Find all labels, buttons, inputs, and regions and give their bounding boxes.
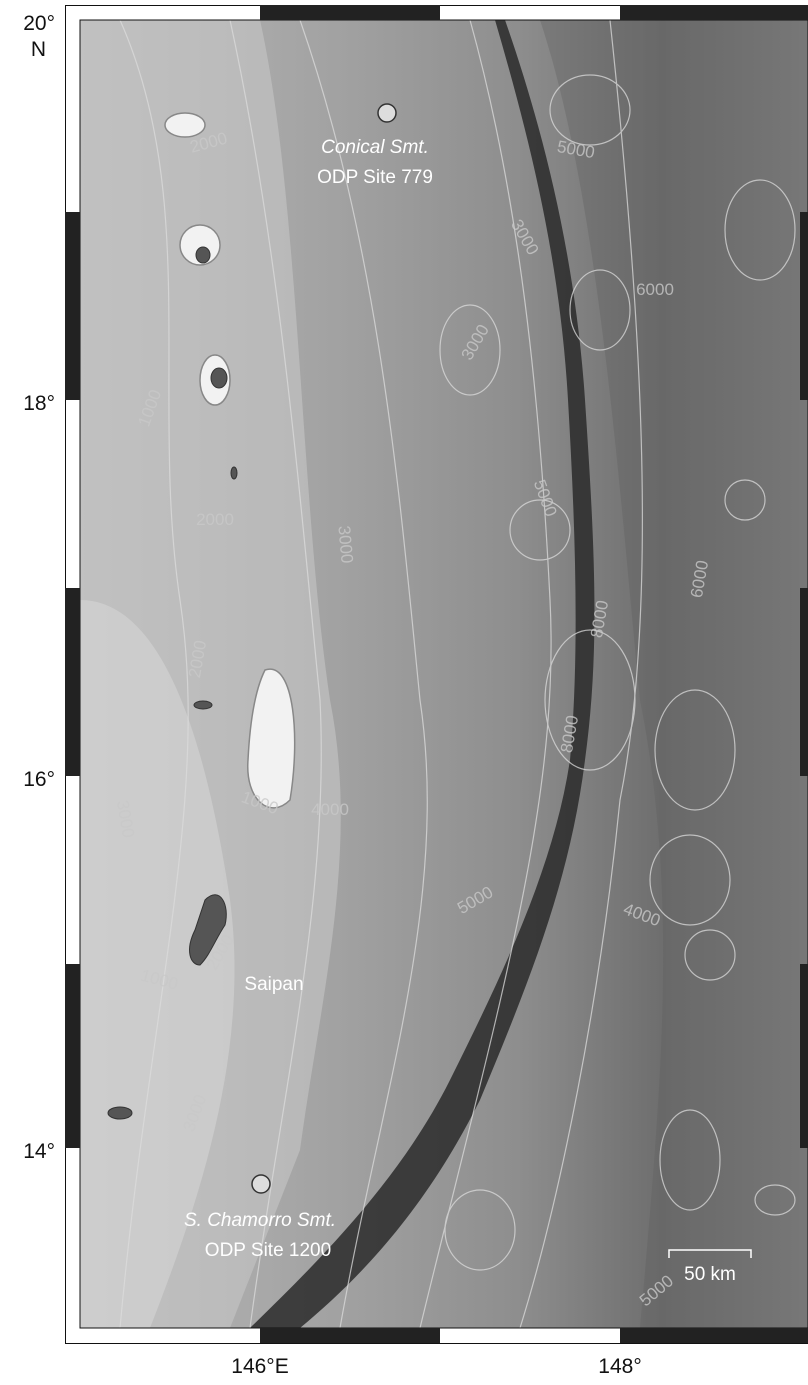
site-label: ODP Site 1200 (205, 1240, 331, 1261)
lon-label: 148° (598, 1355, 641, 1378)
lon-label: 146°E (231, 1355, 288, 1378)
map: 2000500030006000300010002000300050008000… (0, 0, 808, 1385)
lat-label: 14° (23, 1140, 55, 1163)
site-name: S. Chamorro Smt. (184, 1210, 336, 1231)
place-label: Saipan (244, 974, 303, 995)
scale-label: 50 km (684, 1264, 736, 1285)
lat-label: 18° (23, 392, 55, 415)
lat-label: 20° (23, 12, 55, 35)
contour-label: 2000 (196, 510, 234, 529)
contour-label: 3000 (334, 525, 356, 564)
hemisphere-label: N (31, 38, 46, 61)
lat-label: 16° (23, 768, 55, 791)
site-marker (378, 104, 396, 122)
contour-label: 4000 (311, 800, 349, 819)
contour-label: 6000 (636, 280, 674, 299)
site-marker (252, 1175, 270, 1193)
site-name: Conical Smt. (321, 137, 429, 158)
site-label: ODP Site 779 (317, 167, 433, 188)
